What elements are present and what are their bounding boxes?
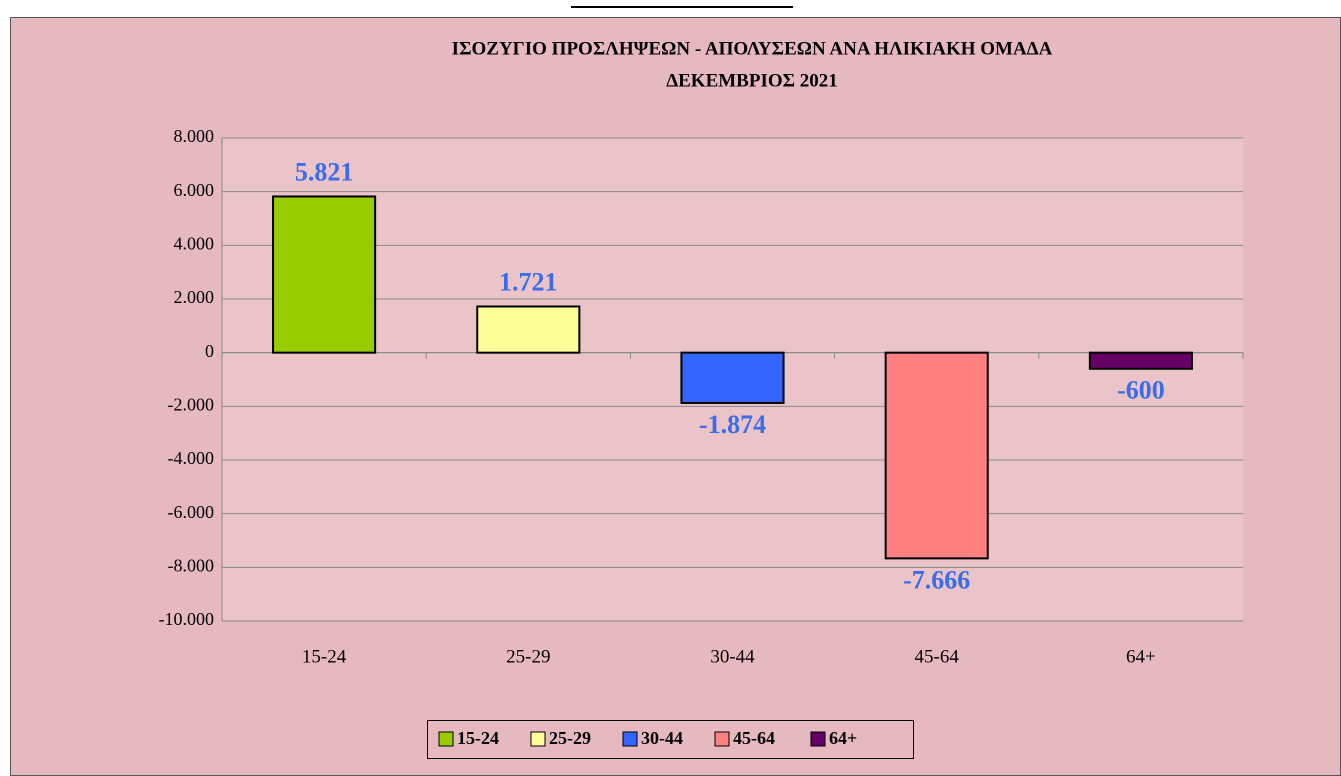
chart-subtitle: ΔΕΚΕΜΒΡΙΟΣ 2021 xyxy=(666,70,838,91)
x-tick-label: 25-29 xyxy=(506,646,550,667)
legend-label: 25-29 xyxy=(549,728,591,748)
y-tick-label: -2.000 xyxy=(168,394,215,414)
legend-label: 64+ xyxy=(829,728,857,748)
x-tick-label: 45-64 xyxy=(915,646,960,667)
legend-label: 45-64 xyxy=(733,728,775,748)
y-tick-label: -8.000 xyxy=(168,555,215,575)
y-tick-label: 4.000 xyxy=(174,233,215,253)
legend-box xyxy=(427,720,914,759)
legend: 15-24 25-29 30-44 45-64 64+ xyxy=(427,720,914,759)
value-label: 1.721 xyxy=(499,267,558,296)
chart-title: ΙΣΟΖΥΓΙΟ ΠΡΟΣΛΗΨΕΩΝ - ΑΠΟΛΥΣΕΩΝ ΑΝΑ ΗΛΙΚ… xyxy=(452,38,1053,59)
x-tick-label: 30-44 xyxy=(710,646,755,667)
bar xyxy=(680,351,785,404)
legend-label: 30-44 xyxy=(641,728,683,748)
legend-swatch xyxy=(622,731,638,747)
y-tick-label: -6.000 xyxy=(168,502,215,522)
y-tick-label: -4.000 xyxy=(168,448,215,468)
legend-swatch xyxy=(530,731,546,747)
value-label: 5.821 xyxy=(295,157,354,186)
legend-swatch xyxy=(810,731,826,747)
y-tick-label: -10.000 xyxy=(159,609,215,629)
y-tick-label: 0 xyxy=(205,341,214,361)
x-tick-label: 64+ xyxy=(1126,646,1156,667)
bar xyxy=(272,195,377,354)
y-tick-label: 8.000 xyxy=(174,126,215,146)
value-label: -600 xyxy=(1117,376,1165,405)
bar xyxy=(1088,351,1193,370)
value-label: -1.874 xyxy=(699,410,766,439)
legend-label: 15-24 xyxy=(457,728,499,748)
y-tick-label: 2.000 xyxy=(174,287,215,307)
legend-swatch xyxy=(714,731,730,747)
y-tick-label: 6.000 xyxy=(174,180,215,200)
bar xyxy=(476,305,581,354)
bar xyxy=(884,351,989,560)
value-label: -7.666 xyxy=(903,565,970,594)
x-tick-label: 15-24 xyxy=(302,646,347,667)
legend-swatch xyxy=(438,731,454,747)
